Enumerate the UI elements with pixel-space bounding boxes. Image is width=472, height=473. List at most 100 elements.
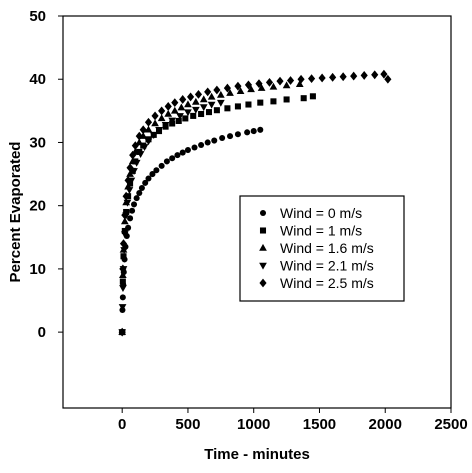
series-group xyxy=(118,69,392,337)
data-point xyxy=(297,74,305,84)
data-point xyxy=(135,138,144,146)
data-point xyxy=(384,74,392,84)
data-point xyxy=(119,278,126,285)
legend-label: Wind = 2.1 m/s xyxy=(280,258,374,274)
legend-label: Wind = 2.5 m/s xyxy=(280,275,374,291)
data-point xyxy=(158,106,166,116)
data-point xyxy=(234,81,242,91)
x-tick-label: 0 xyxy=(118,416,126,433)
legend-marker xyxy=(259,262,267,270)
data-point xyxy=(309,93,316,100)
data-point xyxy=(121,210,129,220)
data-point xyxy=(164,109,173,117)
data-point xyxy=(177,103,186,111)
data-point xyxy=(139,125,147,135)
data-point xyxy=(184,109,192,117)
data-point xyxy=(257,83,266,91)
data-point xyxy=(187,92,195,102)
x-tick-label: 1000 xyxy=(237,416,270,433)
data-points xyxy=(118,69,392,337)
data-point xyxy=(236,87,245,94)
data-point xyxy=(129,207,136,214)
data-point xyxy=(170,106,179,114)
legend-marker xyxy=(259,278,267,288)
y-tick-label: 50 xyxy=(29,8,46,25)
data-point xyxy=(119,264,127,274)
data-point xyxy=(360,71,368,80)
data-point xyxy=(126,169,134,177)
data-point xyxy=(168,117,177,125)
data-point xyxy=(119,294,126,301)
data-point xyxy=(350,71,358,81)
data-point xyxy=(157,114,166,122)
data-point xyxy=(227,133,234,140)
data-point xyxy=(329,72,337,82)
data-point xyxy=(123,199,132,207)
series-group xyxy=(118,99,225,337)
data-point xyxy=(142,179,149,186)
data-point xyxy=(138,184,145,191)
legend-marker xyxy=(259,227,267,234)
data-point xyxy=(247,85,255,93)
data-point xyxy=(120,231,129,239)
data-point xyxy=(145,175,152,182)
data-point xyxy=(153,167,160,174)
data-point xyxy=(169,155,176,162)
data-point xyxy=(179,149,186,156)
data-point xyxy=(318,73,326,83)
data-point xyxy=(211,137,218,144)
data-point xyxy=(213,85,221,95)
data-point xyxy=(286,76,295,85)
data-point xyxy=(144,125,153,133)
data-point xyxy=(255,79,263,89)
data-point xyxy=(300,95,307,102)
y-tick-label: 30 xyxy=(29,134,46,151)
data-point xyxy=(130,168,138,176)
y-tick-label: 40 xyxy=(29,71,46,88)
data-point xyxy=(133,195,140,202)
data-point xyxy=(127,180,134,187)
data-point xyxy=(199,104,208,112)
data-point xyxy=(149,132,158,139)
data-point xyxy=(144,117,153,127)
data-point xyxy=(122,191,130,201)
data-point xyxy=(191,106,200,114)
data-point xyxy=(121,227,128,234)
data-point xyxy=(132,159,141,167)
legend-label: Wind = 1.6 m/s xyxy=(280,240,374,256)
data-point xyxy=(155,127,163,134)
data-point xyxy=(182,115,189,122)
legend-marker xyxy=(259,209,267,217)
data-point xyxy=(295,80,304,88)
data-point xyxy=(136,190,143,197)
data-point xyxy=(130,201,138,208)
data-point xyxy=(194,90,203,99)
data-point xyxy=(219,135,226,142)
data-point xyxy=(226,89,234,96)
plot-frame xyxy=(62,15,452,409)
data-point xyxy=(245,101,252,108)
legend-box xyxy=(239,195,405,302)
data-point xyxy=(204,87,212,97)
data-point xyxy=(123,208,130,216)
data-point xyxy=(126,163,134,173)
data-point xyxy=(198,141,205,149)
data-point xyxy=(244,80,253,90)
data-point xyxy=(118,304,127,311)
data-point xyxy=(339,72,347,82)
data-point xyxy=(380,69,388,79)
data-point xyxy=(131,141,139,151)
data-point xyxy=(124,175,132,185)
data-point xyxy=(204,139,211,146)
data-point xyxy=(151,119,159,127)
data-point xyxy=(207,101,216,109)
data-point xyxy=(223,83,231,93)
data-point xyxy=(276,76,284,86)
legend-label: Wind = 0 m/s xyxy=(280,205,362,221)
data-point xyxy=(207,92,216,100)
y-axis-title: Percent Evaporated xyxy=(7,142,24,283)
data-point xyxy=(120,253,127,260)
data-point xyxy=(149,171,156,178)
